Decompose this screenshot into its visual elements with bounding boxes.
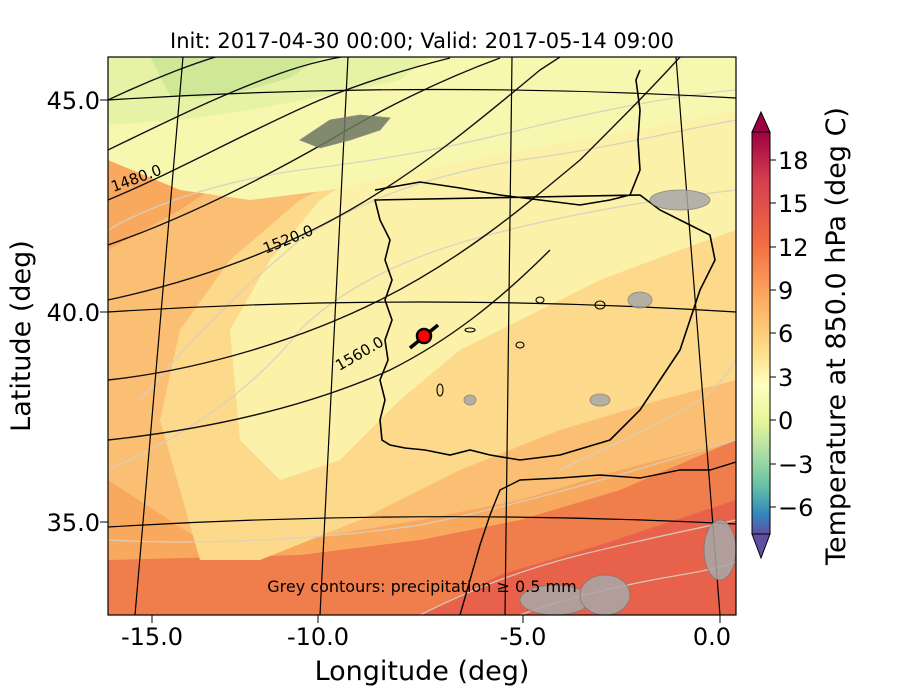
y-tick-45: 45.0 — [47, 87, 100, 115]
colorbar-tick-15: 15 — [778, 190, 809, 218]
y-tick-35: 35.0 — [47, 509, 100, 537]
y-axis-label: Latitude (deg) — [6, 240, 37, 432]
x-tick-minus10: -10.0 — [287, 623, 349, 651]
x-axis-label: Longitude (deg) — [315, 656, 530, 687]
x-tick-minus5: -5.0 — [500, 623, 547, 651]
colorbar-label: Temperature at 850.0 hPa (deg C) — [821, 107, 852, 566]
colorbar-tick-0: 0 — [778, 407, 793, 435]
colorbar-tick-12: 12 — [778, 234, 809, 262]
colorbar-top-extend — [751, 110, 771, 133]
colorbar-tick-minus6: −6 — [778, 494, 813, 522]
colorbar-body — [751, 131, 771, 535]
colorbar-tick-18: 18 — [778, 147, 809, 175]
y-tick-40: 40.0 — [47, 299, 100, 327]
colorbar-tick-minus3: −3 — [778, 451, 813, 479]
colorbar-tick-6: 6 — [778, 320, 793, 348]
coastline-africa — [459, 461, 736, 615]
y-axis: 45.0 40.0 35.0 Latitude (deg) — [6, 87, 108, 537]
map-frame — [107, 56, 737, 616]
colorbar-tick-9: 9 — [778, 277, 793, 305]
map-plot-area: 1480.0 1520.0 1560.0 — [108, 57, 736, 615]
x-axis: -15.0 -10.0 -5.0 0.0 Longitude (deg) — [121, 615, 731, 687]
colorbar-bottom-extend — [751, 533, 771, 560]
colorbar-tick-3: 3 — [778, 364, 793, 392]
red-location-marker-icon — [408, 323, 440, 350]
coastline-iberia — [373, 69, 716, 461]
figure-title: Init: 2017-04-30 00:00; Valid: 2017-05-1… — [170, 29, 674, 53]
x-tick-minus15: -15.0 — [121, 623, 183, 651]
x-tick-0: 0.0 — [693, 623, 731, 651]
precipitation-note: Grey contours: precipitation ≥ 0.5 mm — [267, 577, 576, 596]
colorbar: 18 15 12 9 6 3 0 −3 −6 Temperature at 85… — [751, 107, 852, 566]
precipitation-areas — [299, 114, 736, 615]
graticule — [108, 57, 736, 615]
